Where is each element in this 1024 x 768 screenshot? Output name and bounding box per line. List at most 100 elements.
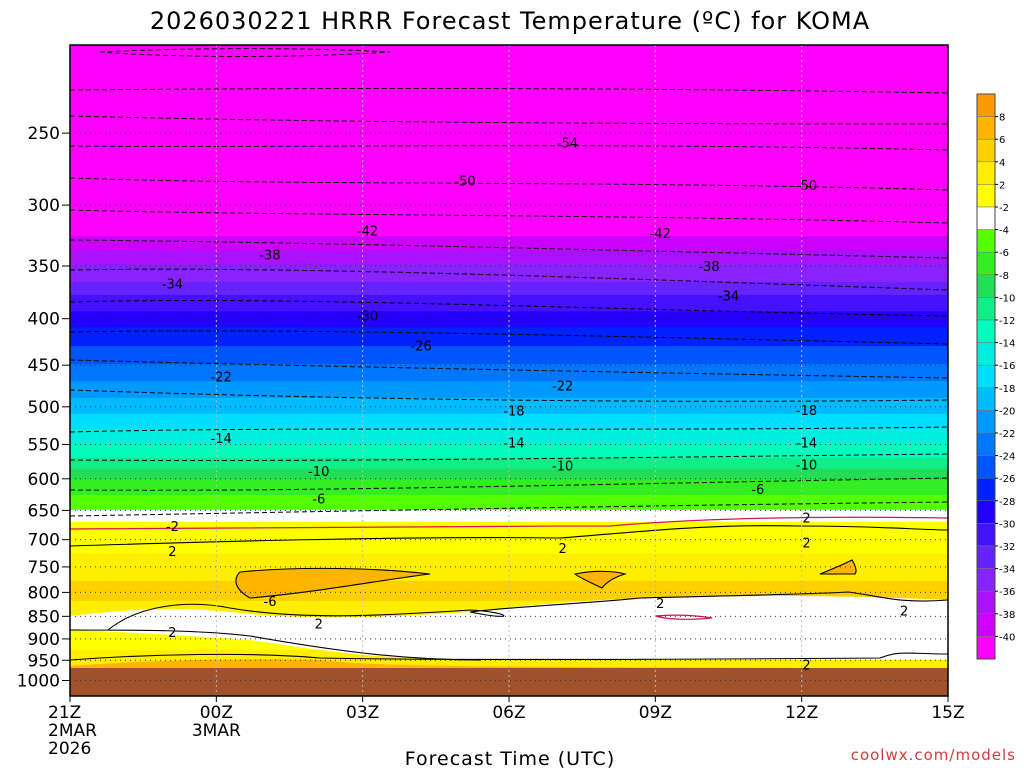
contour-label: 2 (315, 618, 323, 633)
contour-label: -10 (552, 459, 573, 474)
colorbar-swatch (976, 342, 996, 366)
contour-label: -14 (211, 432, 232, 447)
colorbar-label: -34 (999, 565, 1015, 576)
temperature-band (70, 245, 948, 251)
contour-line (70, 453, 948, 462)
contour-label: -14 (503, 436, 524, 451)
temperature-band (70, 45, 948, 54)
contour-label: -2 (166, 520, 179, 535)
colorbar-label: 4 (999, 158, 1005, 169)
temperature-band (70, 528, 948, 532)
temperature-band (70, 557, 948, 561)
contour-label: 2 (802, 658, 810, 673)
temperature-band (70, 205, 948, 211)
contour-label: 2 (168, 626, 176, 641)
contour-line (70, 501, 948, 517)
colorbar-label: 2 (999, 180, 1005, 191)
y-tick-label: 300 (28, 196, 60, 216)
temperature-band (70, 576, 948, 579)
credit-text: coolwx.com/models (851, 746, 1016, 764)
temperature-band (70, 314, 948, 320)
temperature-band (70, 661, 948, 664)
contour-line (70, 629, 481, 661)
contour-line (70, 239, 948, 259)
temperature-band (70, 230, 948, 237)
temperature-band (70, 103, 948, 111)
colorbar-swatch (976, 387, 996, 411)
temperature-band (70, 380, 948, 385)
colorbar-swatch (976, 523, 996, 547)
colorbar-label: -28 (999, 497, 1015, 508)
temperature-band (70, 235, 948, 241)
contour-line (70, 268, 948, 291)
colorbar-swatch (976, 432, 996, 456)
contour-label: -22 (211, 370, 232, 385)
temperature-band (70, 425, 948, 429)
contour-label: -42 (650, 227, 671, 242)
temperature-band (70, 561, 948, 565)
y-tick-label: 600 (28, 470, 60, 490)
temperature-band (70, 89, 948, 98)
x-tick-label: 00Z (200, 703, 233, 723)
contour-line (70, 87, 948, 94)
colorbar-swatch (976, 206, 996, 230)
temperature-band (70, 457, 948, 461)
contour-labels: -54-50 -50-42 -42-38-38-34-34-30-26-22-22-… (162, 136, 908, 673)
temperature-band (70, 416, 948, 420)
temperature-band (70, 366, 948, 372)
colorbar-swatch (976, 568, 996, 592)
contour-label: -26 (411, 339, 432, 354)
temperature-band (70, 582, 948, 586)
temperature-band (70, 451, 948, 455)
colorbar-label: -4 (999, 226, 1009, 237)
colorbar-frame (976, 93, 996, 660)
colorbar-swatch (976, 297, 996, 321)
contour-label: -54 (557, 136, 578, 151)
temperature-band (70, 210, 948, 217)
contour-label: -42 (357, 225, 378, 240)
temperature-band (70, 445, 948, 450)
colorbar-label: -10 (999, 293, 1015, 304)
contour-label: 2 (802, 536, 810, 551)
temperature-band (70, 129, 948, 137)
temperature-band (70, 326, 948, 331)
colorbar-swatch (976, 590, 996, 615)
contour-lines (70, 48, 948, 661)
temperature-band (70, 546, 948, 550)
y-tick-label: 400 (28, 310, 60, 330)
colorbar-label: -6 (999, 248, 1009, 259)
colorbar-label: -16 (999, 361, 1015, 372)
temperature-band (70, 548, 948, 552)
contour-label: -50 (796, 179, 817, 194)
contour-label: -30 (357, 310, 378, 325)
y-tick-label: 700 (28, 531, 60, 551)
temperature-band (70, 400, 948, 405)
y-tick-label: 950 (28, 651, 60, 671)
x-axis-label: Forecast Time (UTC) (405, 748, 615, 768)
temperature-band (70, 390, 948, 395)
colorbar-swatch (976, 613, 996, 637)
colorbar-swatch (976, 229, 996, 253)
x-tick-label: 2026 (48, 739, 91, 759)
contour-line (70, 177, 948, 191)
contour-label: -10 (796, 459, 817, 474)
contour-line (70, 209, 948, 224)
y-tick-label: 500 (28, 398, 60, 418)
temperature-band (70, 345, 948, 350)
colorbar-swatch (976, 410, 996, 434)
colorbar-label: -22 (999, 429, 1015, 440)
contour-label: 2 (168, 545, 176, 560)
temperature-band (70, 572, 948, 575)
temperature-band (70, 285, 948, 291)
temperature-band (70, 586, 948, 590)
colorbar-label: -20 (999, 406, 1015, 417)
temperature-band (70, 537, 948, 541)
contour-line (573, 570, 627, 589)
temperature-band (70, 598, 948, 601)
temperature-band (70, 406, 948, 411)
colorbar-label: -18 (999, 384, 1015, 395)
colorbar-swatch (976, 477, 996, 502)
y-tick-label: 1000 (17, 672, 60, 692)
